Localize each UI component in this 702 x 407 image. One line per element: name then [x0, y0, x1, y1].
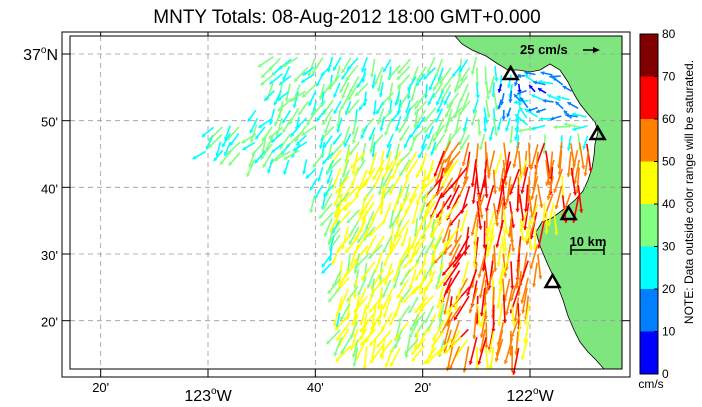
station-marker-icon: [588, 124, 607, 141]
colorbar-tick-label: 40: [662, 197, 676, 211]
colorbar-tick-label: 60: [662, 112, 676, 126]
current-vectors: [192, 56, 593, 375]
colorbar-tick-label: 10: [662, 325, 676, 339]
colorbar-segment: [640, 161, 658, 204]
colorbar-unit: cm/s: [638, 377, 663, 391]
lon-label: 20': [414, 380, 431, 395]
colorbar-tick-label: 70: [662, 70, 676, 84]
lon-label: 20': [92, 380, 109, 395]
colorbar-segment: [640, 331, 658, 374]
radar-stations: [501, 64, 607, 289]
map-title: MNTY Totals: 08-Aug-2012 18:00 GMT+0.000: [153, 7, 540, 28]
lat-label: 40': [41, 181, 58, 196]
colorbar-segment: [640, 34, 658, 77]
lat-label: 30': [41, 248, 58, 263]
colorbar-segment: [640, 246, 658, 289]
colorbar-tick-label: 20: [662, 282, 676, 296]
colorbar: 80 70 60 50 40 30 20 10 0: [639, 27, 676, 381]
longitude-labels: 20' 123oW 40' 20' 122oW: [92, 380, 554, 405]
colorbar-segment: [640, 119, 658, 162]
colorbar-segment: [640, 204, 658, 247]
colorbar-segment: [640, 76, 658, 119]
lat-label: 37oN: [23, 45, 58, 64]
coastline-land: [454, 35, 623, 370]
lon-label: 123oW: [184, 386, 232, 405]
colorbar-tick-label: 0: [662, 367, 669, 381]
colorbar-segment: [640, 289, 658, 332]
station-marker-icon: [559, 204, 578, 221]
scale-arrow-label: 25 cm/s: [520, 42, 568, 57]
lon-label: 40': [307, 380, 324, 395]
map-border: [61, 31, 631, 378]
lat-label: 50': [41, 115, 58, 130]
scale-bar: 10 km: [570, 234, 607, 255]
colorbar-note: NOTE: Data outside color range will be s…: [682, 60, 696, 324]
station-marker-icon: [501, 64, 520, 81]
colorbar-tick-label: 50: [662, 155, 676, 169]
lat-label: 20': [41, 315, 58, 330]
scale-arrow: 25 cm/s: [520, 42, 600, 57]
latitude-labels: 37oN 50' 40' 30' 20': [23, 45, 58, 330]
station-marker-icon: [543, 272, 562, 289]
lon-label: 122oW: [506, 386, 554, 405]
colorbar-tick-label: 80: [662, 27, 676, 41]
scale-bar-label: 10 km: [570, 234, 607, 249]
colorbar-tick-label: 30: [662, 240, 676, 254]
